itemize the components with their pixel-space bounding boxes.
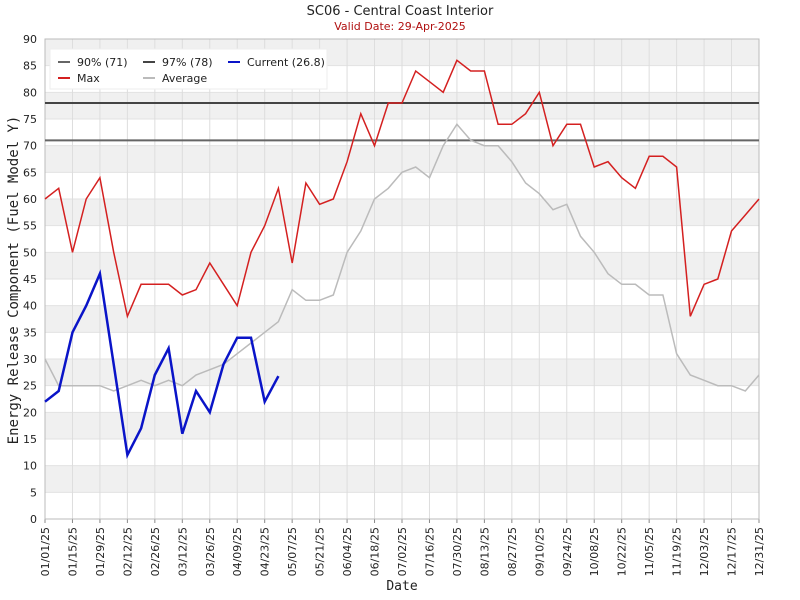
legend-box: [49, 48, 328, 90]
x-tick-label: 04/23/25: [259, 527, 272, 576]
x-tick-label: 11/19/25: [671, 527, 684, 576]
plot-frame: [44, 38, 760, 520]
y-tick-label: 75: [23, 113, 37, 126]
chart-title: SC06 - Central Coast Interior: [307, 4, 494, 19]
y-tick-label: 10: [23, 460, 37, 473]
y-axis-label: Energy Release Component (Fuel Model Y): [6, 116, 22, 445]
y-tick-label: 90: [23, 33, 37, 46]
legend-label: Max: [77, 72, 100, 85]
y-tick-label: 25: [23, 380, 37, 393]
x-tick-label: 10/22/25: [616, 527, 629, 576]
legend-label: 97% (78): [162, 56, 213, 69]
y-tick-label: 70: [23, 140, 37, 153]
legend-label: Average: [162, 72, 207, 85]
x-tick-label: 09/24/25: [561, 527, 574, 576]
x-tick-label: 07/30/25: [451, 527, 464, 576]
x-tick-label: 07/16/25: [423, 527, 436, 576]
x-tick-label: 09/10/25: [533, 527, 546, 576]
x-tick-label: 01/01/25: [39, 527, 52, 576]
x-tick-label: 03/26/25: [204, 527, 217, 576]
y-tick-label: 30: [23, 353, 37, 366]
y-tick-label: 55: [23, 220, 37, 233]
chart-subtitle: Valid Date: 29-Apr-2025: [334, 20, 466, 33]
y-tick-label: 5: [30, 486, 37, 499]
y-tick-label: 50: [23, 246, 37, 259]
y-tick-label: 80: [23, 86, 37, 99]
y-tick-label: 20: [23, 406, 37, 419]
x-tick-label: 08/27/25: [506, 527, 519, 576]
series-line: [44, 123, 760, 392]
y-tick-label: 40: [23, 300, 37, 313]
x-tick-label: 02/26/25: [149, 527, 162, 576]
y-tick-label: 60: [23, 193, 37, 206]
legend-label: 90% (71): [77, 56, 128, 69]
x-tick-label: 02/12/25: [121, 527, 134, 576]
y-tick-label: 35: [23, 326, 37, 339]
series-line: [44, 269, 280, 460]
legend-label: Current (26.8): [247, 56, 325, 69]
x-tick-label: 06/04/25: [341, 527, 354, 576]
x-tick-label: 01/29/25: [94, 527, 107, 576]
y-tick-label: 15: [23, 433, 37, 446]
y-tick-label: 0: [30, 513, 37, 526]
x-tick-label: 10/08/25: [588, 527, 601, 576]
x-tick-label: 04/09/25: [231, 527, 244, 576]
x-tick-label: 03/12/25: [176, 527, 189, 576]
x-tick-label: 12/31/25: [753, 527, 766, 576]
x-tick-label: 12/03/25: [698, 527, 711, 576]
x-tick-label: 11/05/25: [643, 527, 656, 576]
x-tick-label: 07/02/25: [396, 527, 409, 576]
y-tick-label: 65: [23, 166, 37, 179]
x-axis-label: Date: [386, 579, 417, 594]
y-tick-label: 45: [23, 273, 37, 286]
series-line: [44, 59, 760, 319]
x-tick-label: 06/18/25: [369, 527, 382, 576]
x-tick-label: 12/17/25: [726, 527, 739, 576]
x-tick-label: 08/13/25: [478, 527, 491, 576]
x-tick-label: 05/21/25: [314, 527, 327, 576]
y-tick-label: 85: [23, 60, 37, 73]
x-tick-label: 05/07/25: [286, 527, 299, 576]
x-tick-label: 01/15/25: [66, 527, 79, 576]
